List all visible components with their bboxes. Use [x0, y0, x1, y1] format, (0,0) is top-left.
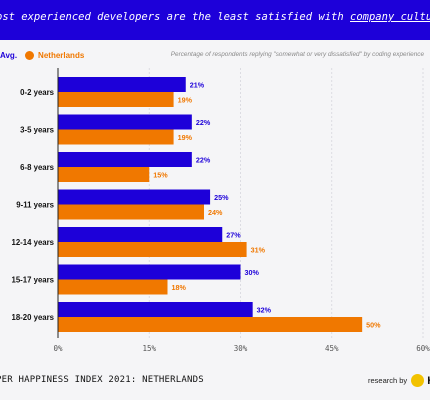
bar-value-label: 22%: [196, 118, 211, 127]
bar-value-label: 22%: [196, 156, 211, 165]
bar-value-label: 21%: [190, 81, 205, 90]
category-label: 9-11 years: [16, 201, 54, 210]
bar-avg: [58, 227, 223, 242]
category-label: 0-2 years: [20, 88, 54, 97]
x-tick-label: 0%: [53, 344, 63, 353]
bar-avg: [58, 152, 192, 167]
title-banner: ost experienced developers are the least…: [0, 0, 430, 40]
chart-subtitle: Percentage of respondents replying "some…: [170, 51, 424, 58]
bar-netherlands: [58, 242, 247, 257]
category-label: 15-17 years: [12, 276, 55, 285]
category-label: 18-20 years: [12, 313, 55, 322]
category-label: 6-8 years: [20, 163, 54, 172]
category-label: 12-14 years: [12, 238, 55, 247]
legend-item-netherlands: Netherlands: [25, 50, 85, 60]
legend-dot-netherlands: [25, 50, 35, 60]
bar-netherlands: [58, 167, 150, 182]
title-highlight: company culture: [350, 11, 430, 23]
category-label: 3-5 years: [20, 126, 54, 135]
footer-credit: research by Ho: [368, 374, 430, 387]
bar-avg: [58, 189, 211, 205]
title-text: ost experienced developers are the least…: [0, 11, 351, 23]
footer-title: PER HAPPINESS INDEX 2021: NETHERLANDS: [0, 375, 204, 385]
legend-label-netherlands: Netherlands: [38, 50, 85, 60]
bar-netherlands: [58, 317, 363, 332]
bar-chart: 0% 15% 30% 45% 60% 0-2 years 21% 19% 3-5 years 22…: [12, 68, 430, 353]
bar-netherlands: [58, 129, 174, 145]
bar-value-label: 24%: [208, 208, 223, 217]
bar-value-label: 30%: [245, 268, 260, 277]
x-tick-label: 60%: [416, 344, 430, 353]
bar-value-label: 18%: [172, 283, 187, 292]
bar-netherlands: [58, 204, 204, 220]
legend-item-avg: Avg.: [0, 51, 17, 60]
bar-netherlands: [58, 92, 174, 107]
bar-avg: [58, 114, 192, 130]
logo-text: Ho: [427, 375, 430, 387]
research-by-label: research by: [368, 376, 408, 385]
bar-netherlands: [58, 279, 168, 295]
bar-avg: [58, 264, 241, 280]
bar-value-label: 15%: [153, 171, 168, 180]
bar-value-label: 32%: [257, 306, 272, 315]
bar-value-label: 27%: [226, 231, 241, 240]
bar-value-label: 19%: [178, 96, 193, 105]
legend-label-avg: Avg.: [0, 50, 18, 60]
bar-avg: [58, 77, 186, 92]
legend: Avg. Netherlands: [0, 48, 92, 62]
x-tick-label: 15%: [142, 344, 156, 353]
bar-value-label: 50%: [366, 321, 381, 330]
bar-avg: [58, 302, 253, 317]
x-tick-label: 45%: [325, 344, 339, 353]
bar-value-label: 31%: [251, 246, 266, 255]
bar-value-label: 19%: [178, 133, 193, 142]
bar-value-label: 25%: [214, 193, 229, 202]
x-tick-label: 30%: [234, 344, 248, 353]
chart-title: ost experienced developers are the least…: [0, 11, 430, 23]
honeypot-bee-icon: [411, 374, 425, 387]
